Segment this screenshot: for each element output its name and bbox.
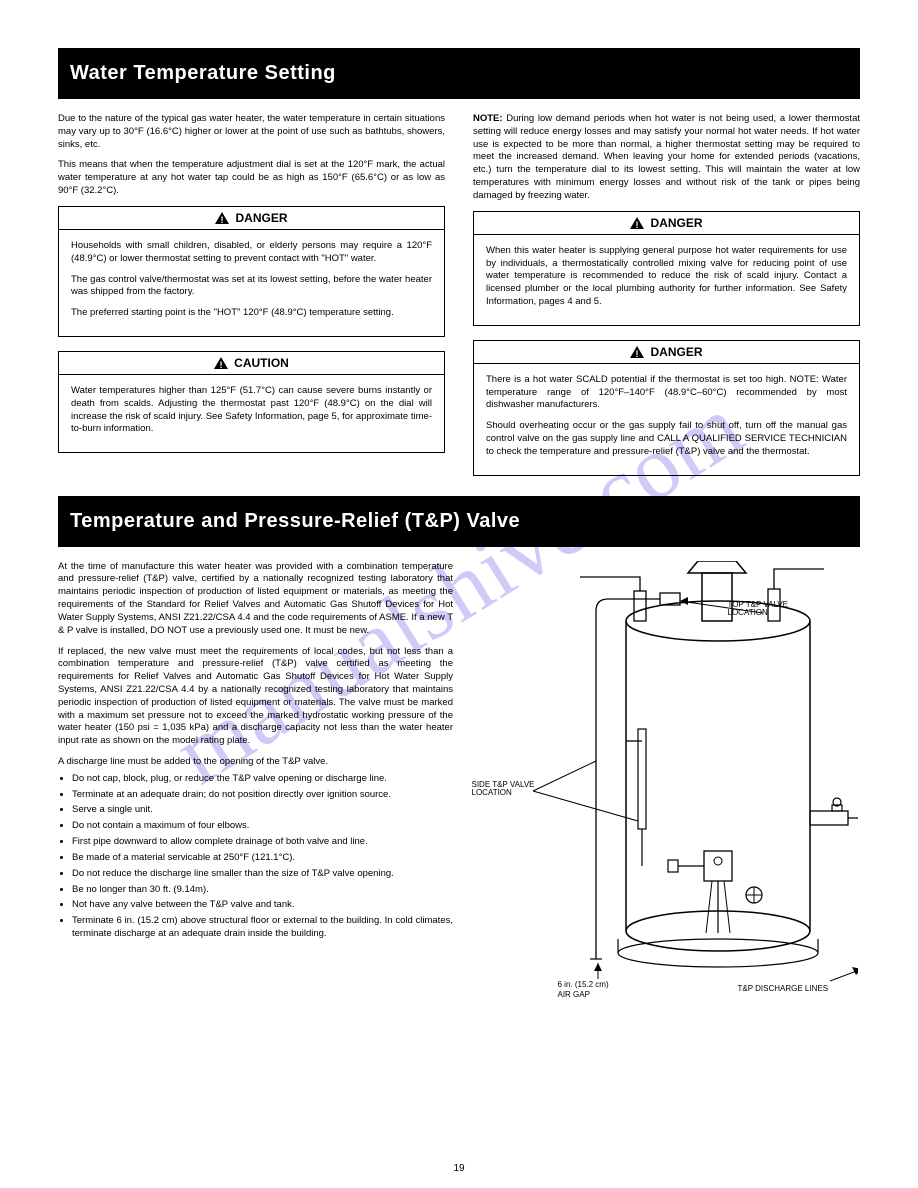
danger-box-3: ! DANGER There is a hot water SCALD pote… (473, 340, 860, 476)
danger-box-2: ! DANGER When this water heater is suppl… (473, 211, 860, 326)
danger-box-2-body: When this water heater is supplying gene… (474, 235, 859, 325)
section2-text-col: At the time of manufacture this water he… (58, 561, 453, 944)
warning-icon: ! (215, 212, 229, 224)
list-item: Not have any valve between the T&P valve… (72, 899, 453, 912)
fig-label-gap-a: 6 in. (15.2 cm) (558, 981, 638, 990)
warn-para: Should overheating occur or the gas supp… (486, 420, 847, 458)
danger-box-1: ! DANGER Households with small children,… (58, 206, 445, 337)
list-item: Do not contain a maximum of four elbows. (72, 820, 453, 833)
svg-text:!: ! (221, 215, 224, 224)
intro-para-1: Due to the nature of the typical gas wat… (58, 113, 445, 151)
caution-label: CAUTION (234, 356, 289, 370)
fig-label-top: TOP T&P VALVE LOCATION (728, 601, 818, 619)
fig-label-gap-b: AIR GAP (558, 991, 638, 1000)
water-heater-diagram (478, 561, 858, 991)
list-item: Terminate at an adequate drain; do not p… (72, 789, 453, 802)
svg-text:!: ! (636, 220, 639, 229)
section2-row: At the time of manufacture this water he… (58, 561, 860, 991)
list-item: First pipe downward to allow complete dr… (72, 836, 453, 849)
svg-text:!: ! (636, 349, 639, 358)
caution-box: ! CAUTION Water temperatures higher than… (58, 351, 445, 453)
danger-box-3-body: There is a hot water SCALD potential if … (474, 364, 859, 475)
warn-para: The gas control valve/thermostat was set… (71, 274, 432, 300)
danger-box-2-head: ! DANGER (474, 212, 859, 235)
list-item: Be no longer than 30 ft. (9.14m). (72, 884, 453, 897)
warning-icon: ! (214, 357, 228, 369)
warn-para: Households with small children, disabled… (71, 240, 432, 266)
warn-para: When this water heater is supplying gene… (486, 245, 847, 309)
caution-box-body: Water temperatures higher than 125°F (51… (59, 375, 444, 452)
danger-label: DANGER (650, 345, 702, 359)
list-item: Serve a single unit. (72, 804, 453, 817)
danger-label: DANGER (650, 216, 702, 230)
warning-icon: ! (630, 346, 644, 358)
fig-label-discharge: T&P DISCHARGE LINES (738, 985, 848, 994)
danger-box-3-head: ! DANGER (474, 341, 859, 364)
note-text: During low demand periods when hot water… (473, 113, 860, 201)
warn-para: Water temperatures higher than 125°F (51… (71, 385, 432, 436)
section1-right-col: NOTE: During low demand periods when hot… (473, 113, 860, 490)
water-heater-figure: TOP T&P VALVE LOCATION SIDE T&P VALVE LO… (475, 561, 860, 991)
page-container: Water Temperature Setting Due to the nat… (0, 0, 918, 1021)
page-number: 19 (0, 1163, 918, 1174)
intro-para-2: This means that when the temperature adj… (58, 159, 445, 197)
caution-box-head: ! CAUTION (59, 352, 444, 375)
note-label: NOTE: (473, 113, 503, 124)
section2-intro: At the time of manufacture this water he… (58, 561, 453, 638)
danger-label: DANGER (235, 211, 287, 225)
warning-icon: ! (630, 217, 644, 229)
list-item: Be made of a material servicable at 250°… (72, 852, 453, 865)
section1-title: Water Temperature Setting (58, 48, 860, 99)
section2-list-intro: If replaced, the new valve must meet the… (58, 646, 453, 749)
fig-label-side: SIDE T&P VALVE LOCATION (472, 781, 544, 799)
section1-left-col: Due to the nature of the typical gas wat… (58, 113, 445, 490)
warn-para: The preferred starting point is the "HOT… (71, 307, 432, 320)
danger-box-1-head: ! DANGER (59, 207, 444, 230)
svg-text:!: ! (220, 360, 223, 369)
discharge-line-list: Do not cap, block, plug, or reduce the T… (58, 773, 453, 941)
warn-para: There is a hot water SCALD potential if … (486, 374, 847, 412)
list-item: Terminate 6 in. (15.2 cm) above structur… (72, 915, 453, 941)
section1-columns: Due to the nature of the typical gas wat… (58, 113, 860, 490)
list-item: Do not reduce the discharge line smaller… (72, 868, 453, 881)
danger-box-1-body: Households with small children, disabled… (59, 230, 444, 336)
list-item: Do not cap, block, plug, or reduce the T… (72, 773, 453, 786)
section2-list-title: A discharge line must be added to the op… (58, 756, 453, 769)
note-para: NOTE: During low demand periods when hot… (473, 113, 860, 203)
section2-title: Temperature and Pressure-Relief (T&P) Va… (58, 496, 860, 547)
